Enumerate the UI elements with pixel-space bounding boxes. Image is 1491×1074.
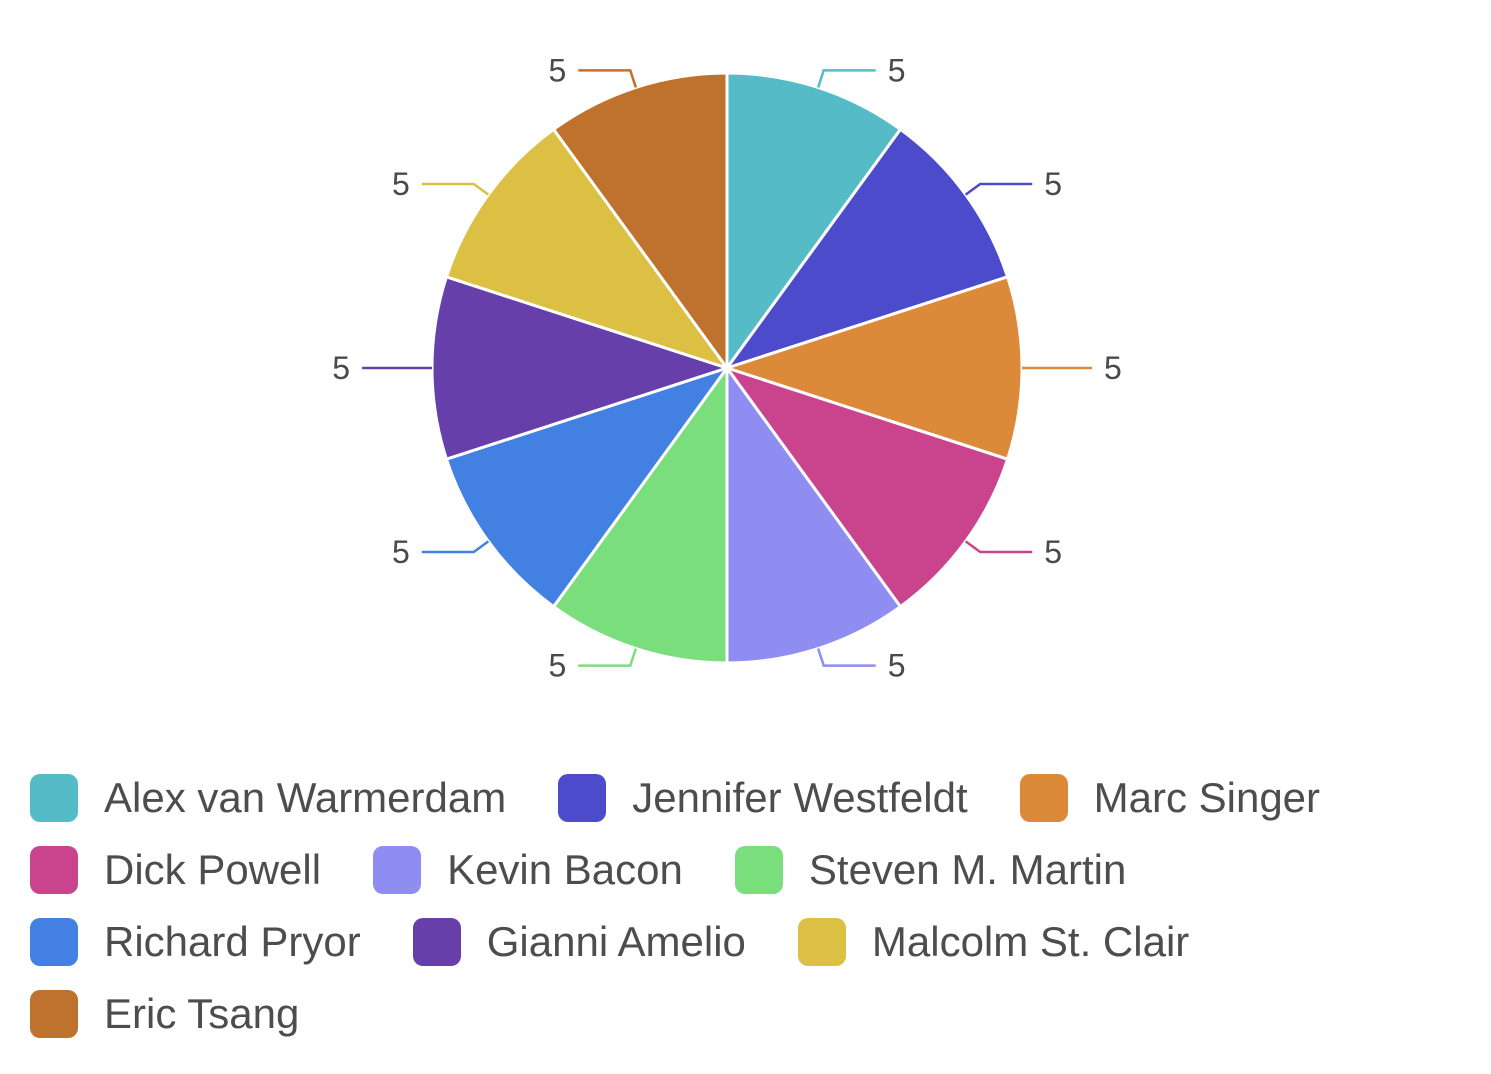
legend-item-marc-singer[interactable]: Marc Singer	[1019, 774, 1321, 822]
pie-slice[interactable]	[725, 71, 903, 373]
pie-chart: 5 5 5 5 5 5 5 5 5 5	[332, 52, 1122, 683]
data-label: 5	[392, 534, 410, 570]
pie-slice[interactable]	[722, 274, 1024, 462]
legend-label: Richard Pryor	[104, 918, 361, 965]
legend-label: Kevin Bacon	[447, 846, 683, 893]
legend-row: Alex van Warmerdam Jennifer Westfeldt Ma…	[30, 762, 1470, 834]
label-leader-lines	[362, 69, 1092, 667]
legend-swatch	[30, 774, 78, 822]
pie-slice[interactable]	[444, 127, 731, 371]
pie-slice[interactable]	[723, 365, 1010, 609]
legend-label: Malcolm St. Clair	[871, 918, 1190, 965]
data-label: 5	[392, 166, 410, 202]
legend: Alex van Warmerdam Jennifer Westfeldt Ma…	[30, 762, 1470, 1050]
legend-swatch	[734, 846, 783, 894]
data-label: 5	[548, 52, 566, 88]
legend-label: Alex van Warmerdam	[104, 774, 507, 821]
label-leader-line	[964, 540, 1033, 554]
legend-swatch	[797, 918, 846, 966]
label-leader-line	[816, 69, 876, 88]
legend-swatch	[373, 846, 422, 894]
legend-label: Steven M. Martin	[808, 846, 1127, 893]
legend-label: Eric Tsang	[104, 990, 300, 1037]
legend-label: Marc Singer	[1093, 774, 1321, 821]
data-label: 5	[888, 52, 906, 88]
pie-slice[interactable]	[430, 274, 732, 462]
pie-slice[interactable]	[725, 363, 903, 665]
pie-slices	[430, 71, 1024, 665]
pie-slice[interactable]	[551, 71, 729, 373]
pie-slice[interactable]	[551, 363, 729, 665]
legend-label: Jennifer Westfeldt	[632, 774, 968, 821]
legend-item-steven-m-martin[interactable]: Steven M. Martin	[734, 846, 1127, 894]
legend-row: Dick Powell Kevin Bacon Steven M. Martin	[30, 834, 1470, 906]
legend-swatch	[1019, 774, 1068, 822]
legend-item-gianni-amelio[interactable]: Gianni Amelio	[412, 918, 746, 966]
legend-label: Gianni Amelio	[486, 918, 746, 965]
label-leader-line	[578, 69, 638, 88]
legend-row: Eric Tsang	[30, 978, 1470, 1050]
data-label: 5	[332, 350, 350, 386]
legend-swatch	[30, 846, 78, 894]
data-label: 5	[1044, 166, 1062, 202]
data-label: 5	[548, 648, 566, 684]
legend-item-eric-tsang[interactable]: Eric Tsang	[30, 990, 299, 1038]
label-leader-line	[964, 182, 1033, 196]
legend-item-kevin-bacon[interactable]: Kevin Bacon	[373, 846, 683, 894]
legend-item-alex-van-warmerdam[interactable]: Alex van Warmerdam	[30, 774, 506, 822]
legend-item-richard-pryor[interactable]: Richard Pryor	[30, 918, 361, 966]
data-label: 5	[888, 648, 906, 684]
legend-item-malcolm-st-clair[interactable]: Malcolm St. Clair	[797, 918, 1190, 966]
legend-swatch	[558, 774, 607, 822]
legend-swatch	[30, 990, 78, 1038]
label-leader-line	[421, 182, 490, 196]
label-leader-line	[578, 648, 638, 667]
data-label: 5	[1044, 534, 1062, 570]
data-labels: 5 5 5 5 5 5 5 5 5 5	[332, 52, 1122, 683]
data-label: 5	[1104, 350, 1122, 386]
legend-swatch	[30, 918, 78, 966]
label-leader-line	[421, 540, 490, 554]
pie-slice[interactable]	[723, 127, 1010, 371]
legend-item-jennifer-westfeldt[interactable]: Jennifer Westfeldt	[558, 774, 968, 822]
legend-row: Richard Pryor Gianni Amelio Malcolm St. …	[30, 906, 1470, 978]
pie-slice[interactable]	[444, 365, 731, 609]
legend-swatch	[412, 918, 461, 966]
legend-label: Dick Powell	[104, 846, 322, 893]
label-leader-line	[816, 648, 876, 667]
legend-item-dick-powell[interactable]: Dick Powell	[30, 846, 321, 894]
